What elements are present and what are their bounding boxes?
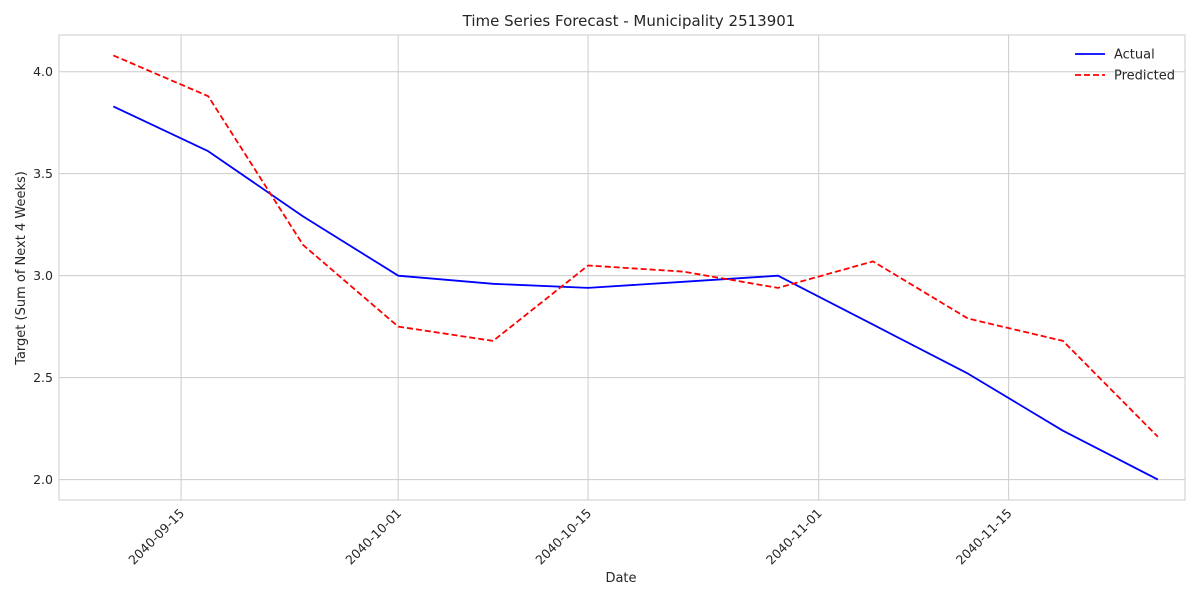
x-tick-label: 2040-11-15 [953, 506, 1015, 568]
y-tick-label: 3.5 [33, 166, 53, 181]
x-tick-label: 2040-11-01 [763, 506, 825, 568]
y-tick-label: 4.0 [33, 64, 53, 79]
y-axis-ticks: 2.0 2.5 3.0 3.5 4.0 [33, 64, 53, 487]
series-lines [112, 54, 1159, 481]
legend-label-predicted: Predicted [1114, 69, 1175, 84]
y-tick-label: 2.5 [33, 370, 53, 385]
x-tick-label: 2040-09-15 [125, 506, 187, 568]
y-axis-label: Target (Sum of Next 4 Weeks) [14, 171, 29, 366]
y-tick-label: 3.0 [33, 268, 53, 283]
chart-title: Time Series Forecast - Municipality 2513… [462, 12, 796, 30]
grid [59, 35, 1185, 500]
series-line-predicted [112, 54, 1159, 438]
x-axis-ticks: 2040-09-15 2040-10-01 2040-10-15 2040-11-01… [125, 506, 1015, 568]
x-tick-label: 2040-10-15 [532, 506, 594, 568]
plot-frame [58, 34, 1186, 501]
plot-area [59, 35, 1185, 500]
x-tick-label: 2040-10-01 [342, 506, 404, 568]
x-axis-label: Date [605, 571, 636, 586]
y-tick-label: 2.0 [33, 472, 53, 487]
legend: Actual Predicted [1075, 48, 1175, 84]
legend-label-actual: Actual [1114, 48, 1155, 63]
series-line-actual [112, 105, 1159, 481]
